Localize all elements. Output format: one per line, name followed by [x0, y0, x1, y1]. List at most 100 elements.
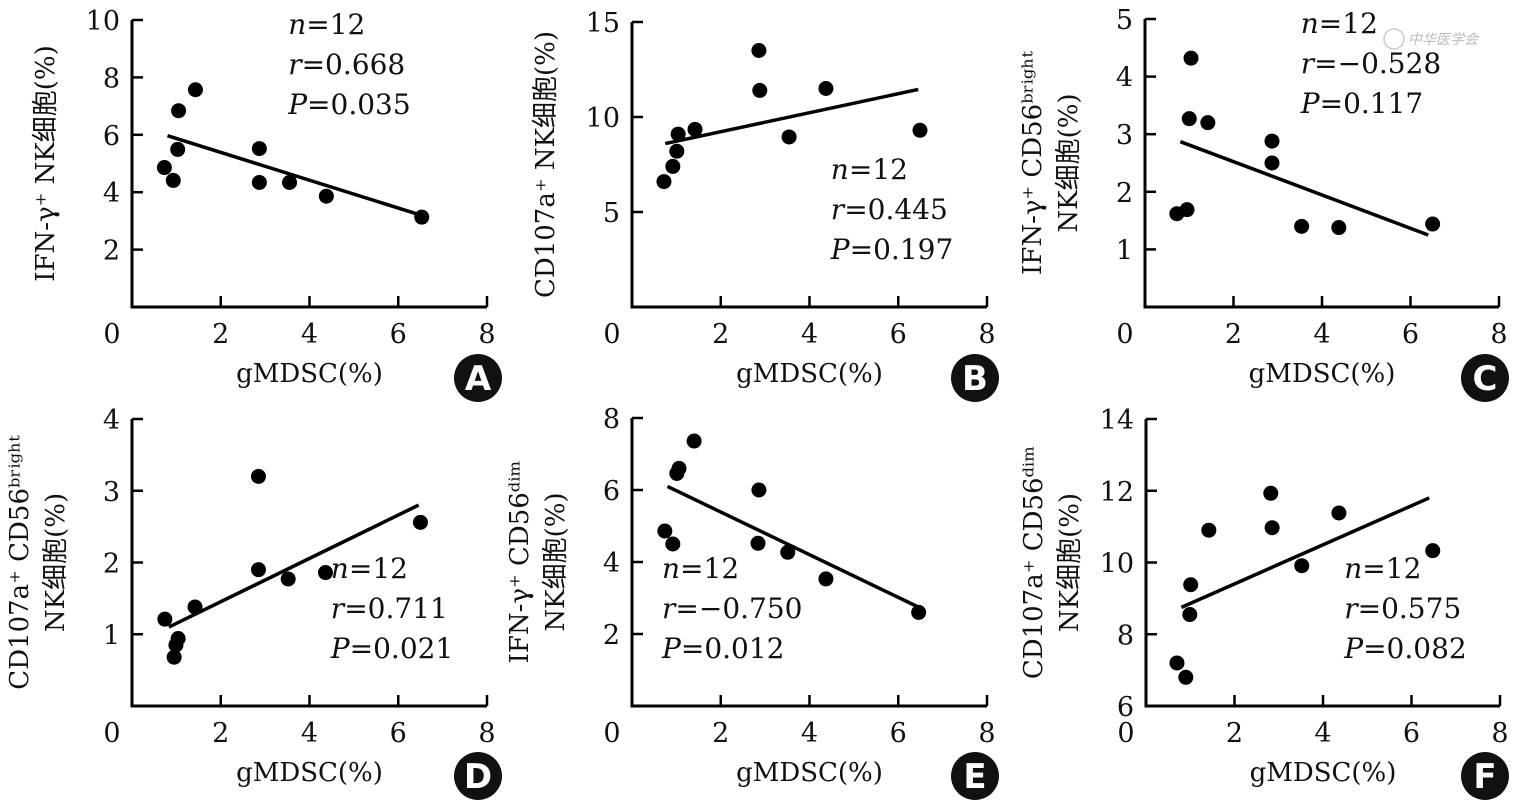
panel-letter: D [464, 757, 492, 797]
stat-r: r=−0.528 [1301, 47, 1441, 80]
panel-badge [454, 354, 502, 402]
x-tick-label: 6 [1402, 319, 1419, 350]
stat-r: r=0.575 [1344, 592, 1461, 625]
stat-value: 12 [872, 153, 908, 186]
stat-equals: = [849, 153, 872, 186]
x-tick-label: 8 [978, 319, 995, 350]
panel-letter: F [1473, 757, 1496, 797]
data-point [752, 82, 768, 98]
stat-equals: = [1363, 632, 1386, 665]
watermark-logo-icon [1383, 28, 1405, 50]
data-point [157, 611, 173, 627]
x-tick-label: 8 [1490, 319, 1507, 350]
y-tick-label: 3 [103, 477, 120, 508]
stat-value: 0.445 [868, 193, 948, 226]
stat-value: 12 [704, 552, 740, 585]
y-tick-label: 8 [603, 404, 620, 435]
y-axis-title: NK细胞(%) [1055, 493, 1085, 632]
data-point [751, 43, 767, 58]
stat-equals: = [344, 592, 367, 625]
y-axis-title: IFN-γ⁺ CD56ᵈⁱᵐ [505, 461, 535, 664]
x-tick-label: 8 [1491, 718, 1508, 749]
stat-r: r=0.711 [331, 592, 448, 625]
stat-r: r=0.668 [288, 48, 405, 81]
y-tick-label: 10 [86, 6, 120, 37]
data-point [1294, 558, 1310, 574]
x-tick-label: 2 [1225, 319, 1242, 350]
stat-n: n=12 [662, 552, 739, 585]
y-tick-label: 15 [586, 8, 620, 39]
y-tick-label: 4 [603, 548, 620, 579]
y-tick-label: 8 [103, 63, 120, 94]
data-point [657, 523, 673, 539]
data-point [317, 565, 333, 581]
stat-n: n=12 [1344, 552, 1421, 585]
data-point [911, 604, 927, 620]
stat-value: 0.012 [704, 632, 784, 665]
stat-n: n=12 [331, 552, 408, 585]
y-tick-label: 2 [603, 620, 620, 651]
y-tick-label: 10 [586, 103, 620, 134]
stat-equals: = [350, 632, 373, 665]
stat-equals: = [680, 552, 703, 585]
stat-value: 0.035 [331, 88, 411, 121]
y-tick-label: 2 [103, 236, 120, 267]
stat-equals: = [675, 592, 698, 625]
x-tick-label: 2 [212, 718, 229, 749]
x-tick-label: 4 [1314, 718, 1331, 749]
stat-symbol: r [662, 592, 677, 625]
x-tick-label: 0 [103, 718, 120, 749]
x-axis-title: gMDSC(%) [1250, 758, 1397, 788]
data-point [1294, 218, 1310, 234]
stat-symbol: r [331, 592, 346, 625]
stat-r: r=0.445 [831, 193, 948, 226]
data-point [1183, 50, 1199, 66]
data-point [165, 172, 181, 188]
x-tick-label: 0 [603, 319, 620, 350]
data-point [750, 535, 766, 551]
y-axis-title: CD107a⁺ CD56ᵇʳⁱᵍʰᵗ [5, 435, 35, 690]
data-point [687, 121, 703, 137]
x-tick-label: 6 [390, 319, 407, 350]
stat-n: n=12 [1301, 7, 1378, 40]
x-tick-label: 0 [1116, 319, 1133, 350]
stat-symbol: P [287, 88, 308, 121]
stat-symbol: n [1344, 552, 1362, 585]
stat-n: n=12 [831, 153, 908, 186]
stat-value: 0.575 [1381, 592, 1461, 625]
x-tick-label: 8 [478, 319, 495, 350]
stat-symbol: n [662, 552, 680, 585]
panel-letter: A [465, 359, 492, 399]
stat-P: P=0.021 [330, 632, 453, 665]
panel-letter: B [962, 359, 988, 399]
x-axis-title: gMDSC(%) [236, 758, 383, 788]
data-point [1182, 607, 1198, 623]
data-point [781, 129, 797, 145]
y-tick-label: 6 [603, 476, 620, 507]
data-point [170, 631, 186, 647]
data-point [912, 122, 928, 138]
y-tick-label: 4 [103, 405, 120, 436]
data-point [282, 174, 298, 190]
y-tick-label: 10 [1100, 549, 1134, 580]
x-tick-label: 2 [212, 319, 229, 350]
stat-value: 0.021 [373, 632, 453, 665]
y-tick-label: 4 [1116, 63, 1133, 94]
y-tick-label: 6 [103, 121, 120, 152]
stat-value: 0.117 [1343, 87, 1423, 120]
data-point [751, 482, 767, 498]
data-point [251, 141, 267, 157]
x-tick-label: 4 [1313, 319, 1330, 350]
stat-value: 0.197 [873, 233, 953, 266]
stat-symbol: r [1344, 592, 1359, 625]
stat-P: P=0.117 [1300, 87, 1423, 120]
x-tick-label: 2 [712, 718, 729, 749]
y-tick-label: 1 [1116, 235, 1133, 266]
stat-symbol: P [830, 233, 851, 266]
data-point [686, 433, 702, 449]
stat-equals: = [1314, 47, 1337, 80]
stat-symbol: n [288, 8, 306, 41]
x-tick-label: 6 [890, 718, 907, 749]
y-tick-label: 2 [1116, 178, 1133, 209]
